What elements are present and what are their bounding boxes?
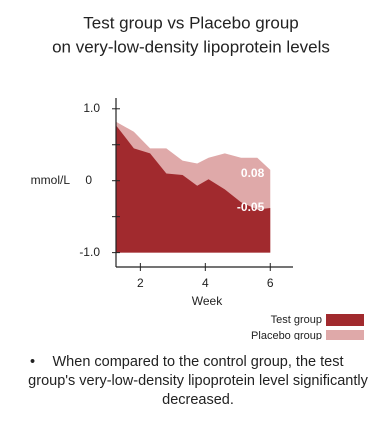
y-tick-label: -1.0: [79, 245, 100, 259]
y-axis-label: mmol/L: [31, 173, 71, 187]
legend-swatch: [326, 330, 364, 340]
legend-label: Placebo group: [251, 330, 322, 340]
area: [116, 125, 271, 253]
annotation: 0.08: [241, 166, 265, 180]
x-axis-label: Week: [192, 294, 223, 308]
annotation: -0.05: [237, 200, 265, 214]
y-tick-label: 0: [85, 173, 92, 187]
x-tick-label: 2: [137, 276, 144, 290]
legend-label: Test group: [271, 314, 322, 326]
chart-title: Test group vs Placebo group: [83, 13, 298, 32]
x-tick-label: 4: [202, 276, 209, 290]
x-tick-label: 6: [267, 276, 274, 290]
chart-subtitle: on very-low-density lipoprotein levels: [52, 37, 330, 56]
legend-swatch: [326, 314, 364, 326]
y-tick-label: 1.0: [83, 101, 100, 115]
chart: Test group vs Placebo group on very-low-…: [31, 13, 364, 340]
note: When compared to the control group, the …: [28, 353, 368, 410]
